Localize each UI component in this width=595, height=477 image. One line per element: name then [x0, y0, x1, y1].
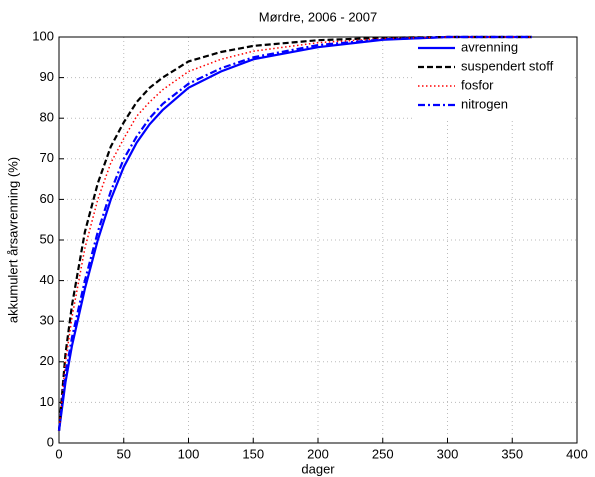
x-tick-label: 400 — [566, 446, 588, 461]
x-tick-label: 0 — [55, 446, 62, 461]
y-tick-label: 50 — [40, 231, 54, 246]
line-series — [57, 35, 532, 431]
axes-box — [58, 36, 578, 444]
x-tick-label: 50 — [117, 446, 131, 461]
x-tick-label: 150 — [242, 446, 264, 461]
y-tick-label: 80 — [40, 110, 54, 125]
legend-label: avrenning — [461, 39, 518, 54]
x-tick-label: 100 — [178, 446, 200, 461]
legend-label: nitrogen — [461, 96, 508, 111]
y-axis-label: akkumulert årsavrenning (%) — [5, 157, 20, 323]
y-tick-label: 10 — [40, 394, 54, 409]
y-tick-label: 40 — [40, 272, 54, 287]
line-series — [58, 36, 532, 431]
x-tick-label: 350 — [501, 446, 523, 461]
y-tick-label: 60 — [40, 191, 54, 206]
y-tick-label: 30 — [40, 313, 54, 328]
y-tick-label: 90 — [40, 69, 54, 84]
legend-label: fosfor — [461, 77, 494, 92]
line-series — [57, 35, 532, 431]
legend-box — [412, 40, 572, 120]
y-tick-label: 70 — [40, 150, 54, 165]
y-tick-label: 20 — [40, 353, 54, 368]
x-tick-label: 300 — [437, 446, 459, 461]
y-tick-label: 100 — [32, 28, 54, 43]
chart-title: Mørdre, 2006 - 2007 — [259, 9, 378, 24]
x-tick-label: 200 — [307, 446, 329, 461]
x-axis-label: dager — [301, 461, 335, 476]
y-tick-label: 0 — [47, 434, 54, 449]
x-tick-label: 250 — [372, 446, 394, 461]
legend-label: suspendert stoff — [461, 58, 554, 73]
